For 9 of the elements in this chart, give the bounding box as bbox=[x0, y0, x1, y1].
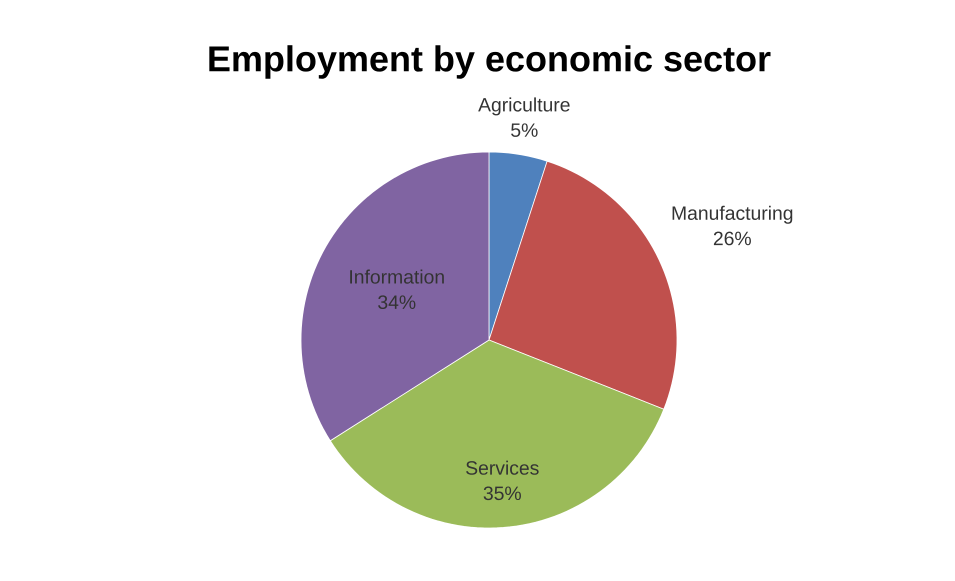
data-label: 35% bbox=[484, 486, 521, 500]
data-label: 34% bbox=[378, 295, 416, 310]
slice-label: Agriculture bbox=[478, 97, 570, 116]
slice-label: Services bbox=[466, 460, 539, 475]
chart-title: Employment by economic sector bbox=[209, 45, 771, 79]
data-label: 26% bbox=[714, 232, 751, 246]
slice-label: Manufacturing bbox=[672, 206, 792, 224]
data-label: 5% bbox=[511, 123, 538, 137]
slice-label: Information bbox=[350, 270, 444, 284]
